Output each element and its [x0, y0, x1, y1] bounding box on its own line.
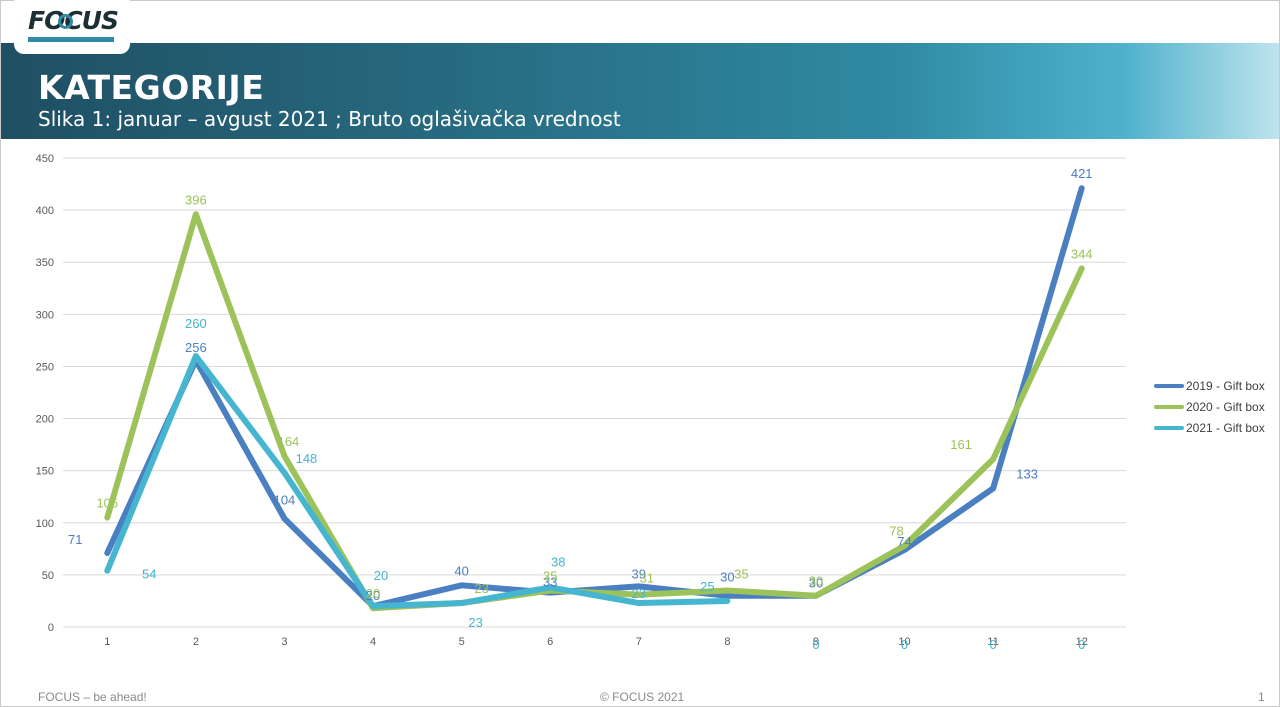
logo-underline	[28, 37, 114, 42]
data-label-s0-7: 39	[632, 566, 646, 581]
header-band	[1, 43, 1279, 139]
data-label-s1-10: 78	[889, 524, 903, 539]
data-label-s1-4: 20	[366, 586, 380, 601]
y-tick-label-100: 100	[36, 518, 54, 530]
legend-swatch-2020	[1154, 404, 1184, 409]
y-tick-label-50: 50	[42, 570, 54, 582]
data-label-s2-2: 260	[185, 316, 207, 331]
footer-copyright: © FOCUS 2021	[600, 690, 685, 704]
legend-label-2019: 2019 - Gift box	[1186, 378, 1265, 393]
data-label-s0-12: 421	[1071, 166, 1093, 181]
y-tick-label-250: 250	[36, 361, 54, 373]
legend-label-2021: 2021 - Gift box	[1186, 420, 1265, 435]
magnifier-icon	[58, 14, 73, 29]
legend-item-2019: 2019 - Gift box	[1154, 375, 1265, 396]
data-label-s2-1: 54	[142, 567, 156, 582]
data-label-s1-3: 164	[278, 434, 300, 449]
data-label-s0-11: 133	[1016, 466, 1038, 481]
data-label-s0-9: 30	[809, 576, 823, 591]
data-label-s2-4: 20	[374, 568, 388, 583]
data-label-s2-10: 0	[901, 637, 908, 652]
x-tick-label-7: 7	[636, 636, 642, 648]
data-label-s0-3: 104	[274, 493, 296, 508]
data-label-s2-5: 23	[468, 615, 482, 630]
data-label-s1-8: 35	[734, 567, 748, 582]
data-label-s0-6: 33	[543, 575, 557, 590]
x-tick-label-8: 8	[724, 636, 730, 648]
focus-logo: FOCUS	[28, 6, 119, 35]
x-tick-label-6: 6	[547, 636, 553, 648]
footer-tagline: FOCUS – be ahead!	[38, 690, 147, 704]
data-label-s1-12: 344	[1071, 246, 1093, 261]
x-tick-label-10: 10	[898, 636, 910, 648]
x-tick-label-3: 3	[281, 636, 287, 648]
data-label-s1-6: 35	[543, 569, 557, 584]
data-label-s2-11: 0	[990, 637, 997, 652]
y-tick-label-150: 150	[36, 466, 54, 478]
data-label-s1-7: 31	[640, 571, 654, 586]
data-label-s0-1: 71	[68, 532, 82, 547]
series-line-2	[104, 353, 731, 610]
data-label-s2-6: 38	[551, 554, 565, 569]
page-title: KATEGORIJE	[38, 68, 265, 107]
data-label-s1-5: 23	[474, 581, 488, 596]
data-label-s2-9: 0	[812, 637, 819, 652]
y-tick-label-350: 350	[36, 257, 54, 269]
legend-swatch-2021	[1154, 425, 1184, 430]
data-label-s0-10: 74	[897, 534, 911, 549]
y-tick-label-0: 0	[48, 622, 54, 634]
y-tick-label-300: 300	[36, 309, 54, 321]
x-tick-label-11: 11	[987, 636, 998, 648]
chart-legend: 2019 - Gift box 2020 - Gift box 2021 - G…	[1154, 375, 1265, 438]
logo-tab	[14, 0, 130, 54]
data-label-s2-3: 148	[296, 451, 318, 466]
x-tick-label-5: 5	[459, 636, 465, 648]
data-label-s1-9: 30	[809, 574, 823, 589]
series-line-0	[104, 185, 1085, 610]
data-label-s1-2: 396	[185, 192, 207, 207]
legend-item-2020: 2020 - Gift box	[1154, 396, 1265, 417]
data-label-s0-4: 20	[366, 588, 380, 603]
x-tick-label-4: 4	[370, 636, 376, 648]
x-tick-label-2: 2	[193, 636, 199, 648]
data-label-s2-12: 0	[1078, 637, 1085, 652]
data-label-s1-11: 161	[950, 437, 972, 452]
y-tick-label-200: 200	[36, 414, 54, 426]
data-label-s1-1: 105	[96, 496, 118, 511]
legend-label-2020: 2020 - Gift box	[1186, 399, 1265, 414]
data-label-s2-7: 23	[632, 586, 646, 601]
data-label-s0-5: 40	[454, 563, 468, 578]
x-tick-label-9: 9	[813, 636, 819, 648]
legend-item-2021: 2021 - Gift box	[1154, 417, 1265, 438]
data-label-s2-8: 25	[700, 579, 714, 594]
legend-swatch-2019	[1154, 383, 1184, 388]
data-label-s0-2: 256	[185, 340, 207, 355]
page-number: 1	[1258, 690, 1265, 704]
page-subtitle: Slika 1: januar – avgust 2021 ; Bruto og…	[38, 107, 621, 131]
y-tick-label-400: 400	[36, 205, 54, 217]
y-tick-label-450: 450	[36, 153, 54, 165]
data-label-s0-8: 30	[720, 570, 734, 585]
x-tick-label-12: 12	[1076, 636, 1088, 648]
x-tick-label-1: 1	[104, 636, 110, 648]
series-line-1	[104, 211, 1085, 612]
